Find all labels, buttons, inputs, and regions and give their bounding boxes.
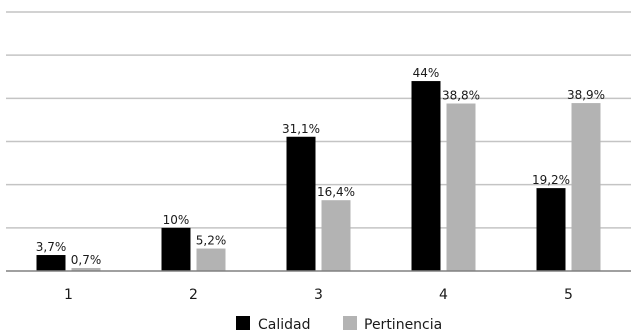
bar-pertinencia-4 (446, 103, 476, 271)
data-label-calidad-1: 3,7% (36, 240, 67, 254)
x-tick-label: 4 (439, 287, 448, 303)
bar-calidad-3 (286, 136, 316, 271)
data-labels: 3,7% 0,7% 10% 5,2% 31,1% 16,4% 44%38,8% 19,2% 38… (36, 66, 605, 267)
data-label-pertinencia-5: 38,9% (567, 88, 605, 102)
data-label-calidad-2: 10% (163, 213, 190, 227)
bar-calidad-2 (161, 227, 191, 271)
data-label-calidad-4: 44% (413, 66, 440, 80)
legend-swatch-pertinencia (343, 316, 357, 330)
data-label-pertinencia-3: 16,4% (317, 185, 355, 199)
bar-pertinencia-1 (71, 267, 101, 271)
x-tick-label: 1 (64, 287, 73, 303)
bar-calidad-1 (36, 255, 66, 271)
bar-pertinencia-3 (321, 200, 351, 271)
bar-pertinencia-2 (196, 248, 226, 271)
legend-label-pertinencia: Pertinencia (364, 317, 442, 333)
x-tick-label: 5 (564, 287, 573, 303)
data-label-pertinencia-1: 0,7% (71, 253, 102, 267)
bar-calidad-4 (411, 81, 441, 271)
data-label-calidad-3: 31,1% (282, 122, 320, 136)
data-label-pertinencia-2: 5,2% (196, 234, 227, 248)
bar-calidad-5 (536, 188, 566, 271)
data-label-calidad-5: 19,2% (532, 173, 570, 187)
legend: Calidad Pertinencia (236, 316, 442, 333)
bars (36, 81, 601, 271)
x-tick-labels: 1 2 3 4 5 (64, 287, 573, 303)
x-tick-label: 3 (314, 287, 323, 303)
gridlines (6, 11, 631, 229)
legend-swatch-calidad (236, 316, 250, 330)
bar-pertinencia-5 (571, 103, 601, 271)
data-label-pertinencia-4: 38,8% (442, 89, 480, 103)
legend-label-calidad: Calidad (258, 317, 311, 333)
x-tick-label: 2 (189, 287, 198, 303)
